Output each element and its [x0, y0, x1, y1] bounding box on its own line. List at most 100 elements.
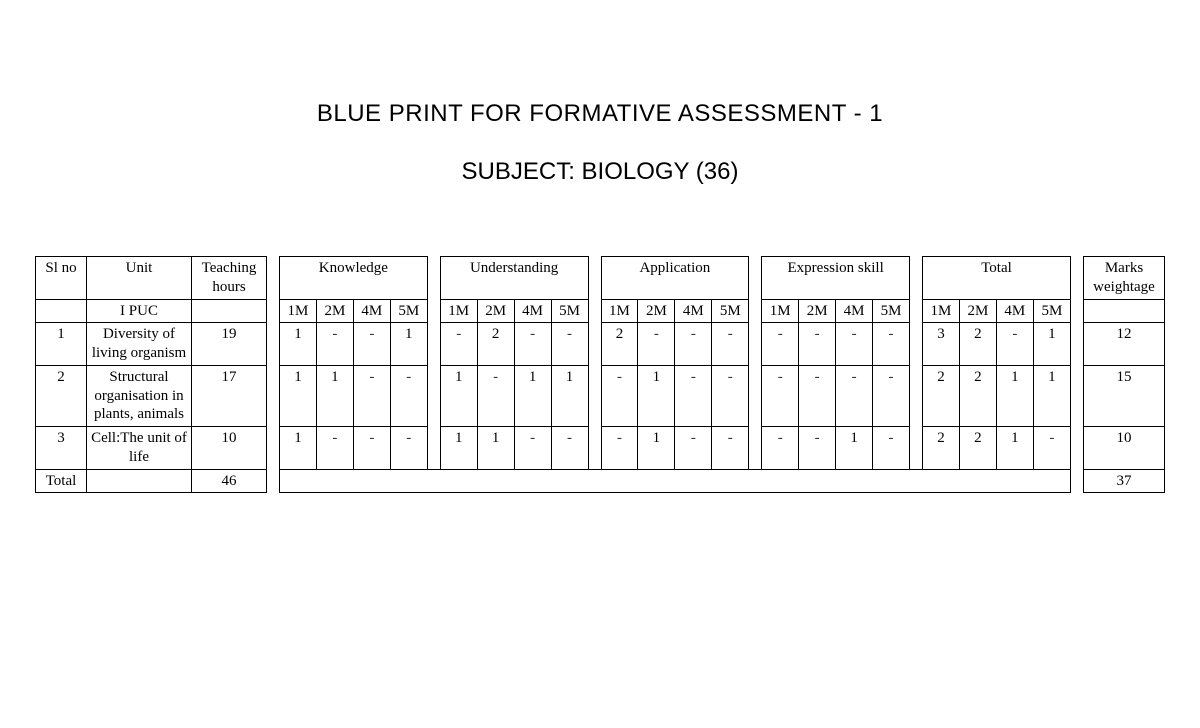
- hdr-u-1m: 1M: [440, 299, 477, 323]
- cell: -: [551, 427, 588, 470]
- cell: -: [996, 323, 1033, 366]
- cell: Diversity of living organism: [87, 323, 192, 366]
- cell: Structural organisation in plants, anima…: [87, 365, 192, 426]
- cell: 1: [280, 365, 317, 426]
- cell: 1: [36, 323, 87, 366]
- cell: -: [873, 365, 910, 426]
- table-row: 1Diversity of living organism191--1-2--2…: [36, 323, 1165, 366]
- page-title: BLUE PRINT FOR FORMATIVE ASSESSMENT - 1: [0, 100, 1200, 128]
- cell: -: [799, 365, 836, 426]
- table-row: 2Structural organisation in plants, anim…: [36, 365, 1165, 426]
- cell: -: [353, 323, 390, 366]
- cell: -: [353, 365, 390, 426]
- cell: 2: [923, 427, 960, 470]
- hdr-a-4m: 4M: [675, 299, 712, 323]
- cell: -: [390, 365, 427, 426]
- hdr-hours-blank: [192, 299, 267, 323]
- table-row: 3Cell:The unit of life101---11---1----1-…: [36, 427, 1165, 470]
- cell: -: [873, 427, 910, 470]
- cell: 1: [996, 365, 1033, 426]
- subject-line: SUBJECT: BIOLOGY (36): [0, 158, 1200, 186]
- hdr-total: Total: [923, 257, 1071, 300]
- hdr-hours: Teaching hours: [192, 257, 267, 300]
- cell: -: [477, 365, 514, 426]
- cell: -: [873, 323, 910, 366]
- cell: 1: [280, 427, 317, 470]
- cell: [87, 469, 192, 493]
- cell: -: [638, 323, 675, 366]
- hdr-understanding: Understanding: [440, 257, 588, 300]
- cell: 46: [192, 469, 267, 493]
- hdr-t-4m: 4M: [996, 299, 1033, 323]
- hdr-wt-blank: [1084, 299, 1165, 323]
- hdr-e-4m: 4M: [836, 299, 873, 323]
- total-label: Total: [36, 469, 87, 493]
- hdr-unit: Unit: [87, 257, 192, 300]
- cell: -: [712, 427, 749, 470]
- cell: -: [675, 323, 712, 366]
- hdr-t-2m: 2M: [959, 299, 996, 323]
- cell: -: [762, 323, 799, 366]
- cell: -: [675, 427, 712, 470]
- cell: 1: [1033, 365, 1070, 426]
- cell: 37: [1084, 469, 1165, 493]
- cell: 1: [280, 323, 317, 366]
- table-body: 1Diversity of living organism191--1-2--2…: [36, 323, 1165, 493]
- hdr-puc: I PUC: [87, 299, 192, 323]
- hdr-knowledge: Knowledge: [280, 257, 428, 300]
- cell: -: [836, 323, 873, 366]
- cell: -: [799, 323, 836, 366]
- hdr-u-4m: 4M: [514, 299, 551, 323]
- cell: 12: [1084, 323, 1165, 366]
- cell: 17: [192, 365, 267, 426]
- cell: -: [514, 323, 551, 366]
- cell: 15: [1084, 365, 1165, 426]
- hdr-t-1m: 1M: [923, 299, 960, 323]
- cell: -: [316, 323, 353, 366]
- cell: 2: [959, 365, 996, 426]
- hdr-a-1m: 1M: [601, 299, 638, 323]
- cell: 1: [836, 427, 873, 470]
- hdr-u-2m: 2M: [477, 299, 514, 323]
- hdr-e-1m: 1M: [762, 299, 799, 323]
- total-span: [280, 469, 1071, 493]
- cell: 2: [36, 365, 87, 426]
- hdr-sl-blank: [36, 299, 87, 323]
- cell: -: [440, 323, 477, 366]
- hdr-weightage: Marks weightage: [1084, 257, 1165, 300]
- cell: 1: [316, 365, 353, 426]
- cell: 2: [959, 323, 996, 366]
- hdr-k-1m: 1M: [280, 299, 317, 323]
- cell: -: [799, 427, 836, 470]
- cell: 1: [440, 427, 477, 470]
- table-row-total: Total 46 37: [36, 469, 1165, 493]
- cell: -: [712, 323, 749, 366]
- cell: -: [1033, 427, 1070, 470]
- cell: -: [390, 427, 427, 470]
- cell: -: [836, 365, 873, 426]
- cell: 1: [551, 365, 588, 426]
- hdr-application: Application: [601, 257, 749, 300]
- cell: 19: [192, 323, 267, 366]
- cell: 3: [36, 427, 87, 470]
- cell: 10: [1084, 427, 1165, 470]
- cell: -: [675, 365, 712, 426]
- cell: 1: [996, 427, 1033, 470]
- cell: 2: [923, 365, 960, 426]
- cell: Cell:The unit of life: [87, 427, 192, 470]
- hdr-e-2m: 2M: [799, 299, 836, 323]
- cell: 1: [638, 365, 675, 426]
- hdr-u-5m: 5M: [551, 299, 588, 323]
- hdr-expression: Expression skill: [762, 257, 910, 300]
- cell: 2: [477, 323, 514, 366]
- cell: 1: [390, 323, 427, 366]
- hdr-t-5m: 5M: [1033, 299, 1070, 323]
- cell: 1: [1033, 323, 1070, 366]
- cell: -: [601, 427, 638, 470]
- cell: 10: [192, 427, 267, 470]
- hdr-k-5m: 5M: [390, 299, 427, 323]
- hdr-k-2m: 2M: [316, 299, 353, 323]
- cell: -: [601, 365, 638, 426]
- cell: 3: [923, 323, 960, 366]
- cell: 1: [440, 365, 477, 426]
